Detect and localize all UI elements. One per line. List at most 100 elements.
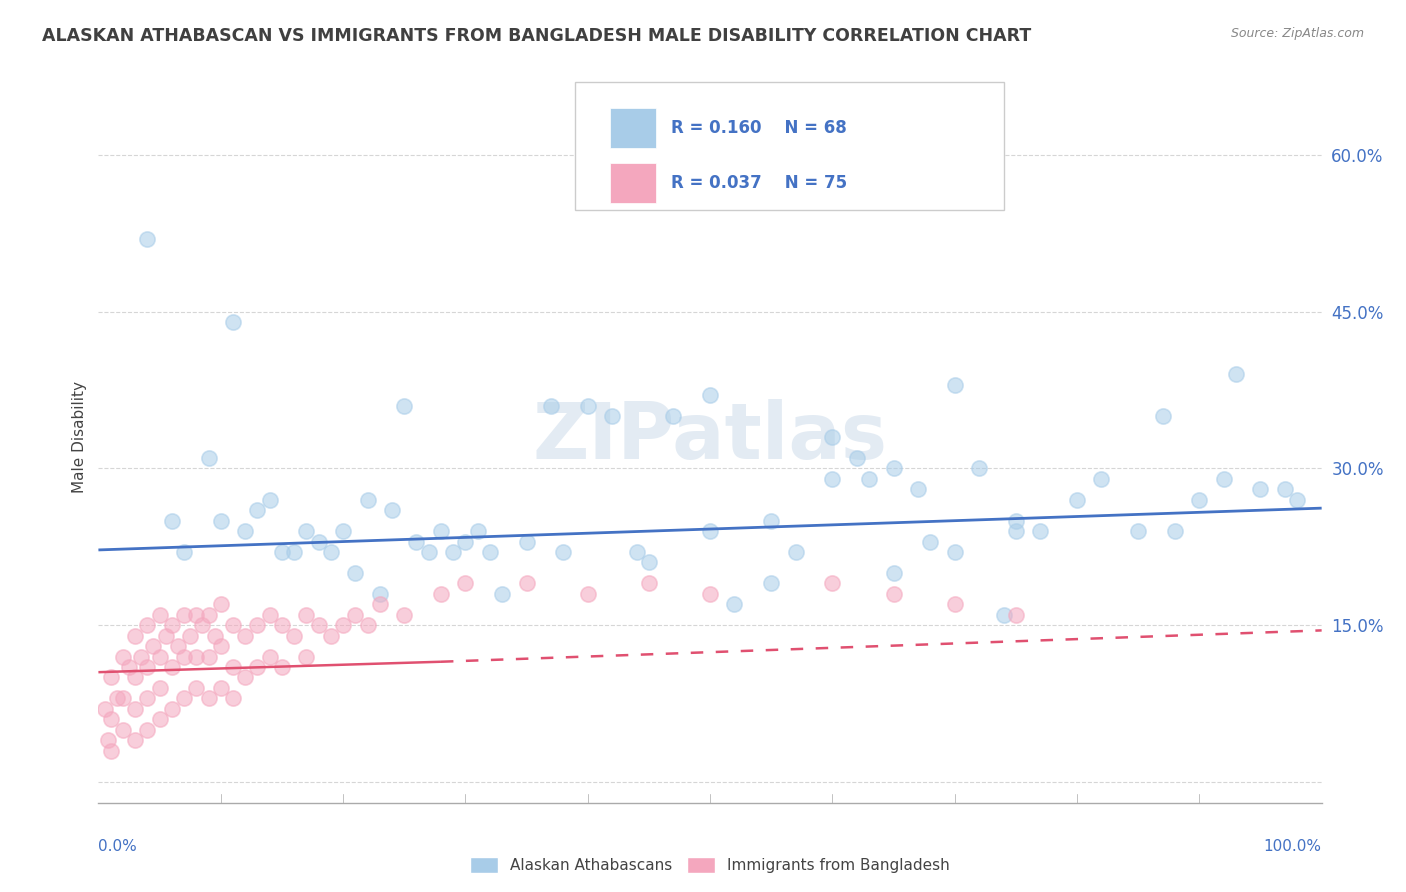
Point: [209, 514, 232, 528]
Point: [821, 576, 844, 591]
Point: [259, 492, 281, 507]
Point: [295, 524, 318, 538]
Point: [454, 534, 477, 549]
Point: [149, 607, 172, 622]
Point: [1286, 492, 1309, 507]
Text: ZIPatlas: ZIPatlas: [533, 399, 887, 475]
Point: [179, 629, 201, 643]
Point: [405, 534, 427, 549]
Point: [204, 629, 226, 643]
Point: [883, 587, 905, 601]
Point: [136, 231, 159, 245]
Point: [319, 629, 342, 643]
Point: [142, 639, 165, 653]
Point: [100, 670, 122, 684]
Text: 100.0%: 100.0%: [1264, 839, 1322, 855]
Point: [1188, 492, 1211, 507]
Point: [308, 618, 330, 632]
Point: [430, 587, 453, 601]
Point: [222, 660, 245, 674]
Text: R = 0.037    N = 75: R = 0.037 N = 75: [671, 174, 846, 192]
Point: [197, 607, 219, 622]
Point: [93, 702, 115, 716]
Point: [173, 649, 195, 664]
Point: [160, 702, 183, 716]
Point: [259, 649, 281, 664]
Point: [100, 743, 122, 757]
Point: [1225, 368, 1247, 382]
Point: [124, 733, 146, 747]
Point: [491, 587, 513, 601]
Point: [197, 691, 219, 706]
Point: [515, 576, 537, 591]
Point: [295, 649, 318, 664]
FancyBboxPatch shape: [610, 162, 657, 203]
Point: [553, 545, 575, 559]
Point: [381, 503, 404, 517]
Point: [233, 524, 256, 538]
Point: [111, 691, 134, 706]
Point: [246, 660, 269, 674]
Point: [149, 681, 172, 695]
Point: [1066, 492, 1088, 507]
Point: [454, 576, 477, 591]
Point: [173, 607, 195, 622]
Point: [1029, 524, 1052, 538]
Point: [576, 399, 599, 413]
Point: [209, 597, 232, 611]
Point: [761, 576, 783, 591]
Point: [1004, 607, 1026, 622]
Point: [1164, 524, 1187, 538]
Point: [222, 691, 245, 706]
Point: [332, 618, 354, 632]
Point: [149, 649, 172, 664]
Point: [967, 461, 990, 475]
Point: [576, 587, 599, 601]
Point: [478, 545, 501, 559]
Point: [540, 399, 562, 413]
Point: [699, 388, 721, 402]
Point: [100, 712, 122, 726]
Point: [136, 691, 159, 706]
Point: [283, 629, 305, 643]
Point: [392, 607, 416, 622]
Point: [883, 461, 905, 475]
Point: [111, 649, 134, 664]
Point: [173, 691, 195, 706]
Point: [191, 618, 214, 632]
Point: [662, 409, 685, 424]
Point: [233, 629, 256, 643]
Point: [699, 587, 721, 601]
Point: [149, 712, 172, 726]
Point: [270, 660, 294, 674]
Point: [356, 618, 378, 632]
Point: [344, 607, 367, 622]
Point: [626, 545, 648, 559]
FancyBboxPatch shape: [610, 108, 657, 148]
Legend: Alaskan Athabascans, Immigrants from Bangladesh: Alaskan Athabascans, Immigrants from Ban…: [464, 851, 956, 880]
Point: [920, 534, 942, 549]
Point: [209, 681, 232, 695]
Point: [332, 524, 354, 538]
Point: [319, 545, 342, 559]
Point: [356, 492, 378, 507]
Point: [1212, 472, 1234, 486]
Point: [186, 649, 208, 664]
Point: [1004, 514, 1026, 528]
Point: [136, 660, 159, 674]
Point: [907, 483, 929, 497]
Point: [124, 702, 146, 716]
Point: [943, 597, 966, 611]
Point: [1249, 483, 1271, 497]
Point: [467, 524, 489, 538]
Point: [1004, 524, 1026, 538]
Point: [105, 691, 128, 706]
Text: 0.0%: 0.0%: [98, 839, 138, 855]
Point: [167, 639, 190, 653]
Point: [97, 733, 120, 747]
Point: [637, 576, 661, 591]
Point: [186, 681, 208, 695]
Point: [111, 723, 134, 737]
Point: [1152, 409, 1174, 424]
Point: [761, 514, 783, 528]
